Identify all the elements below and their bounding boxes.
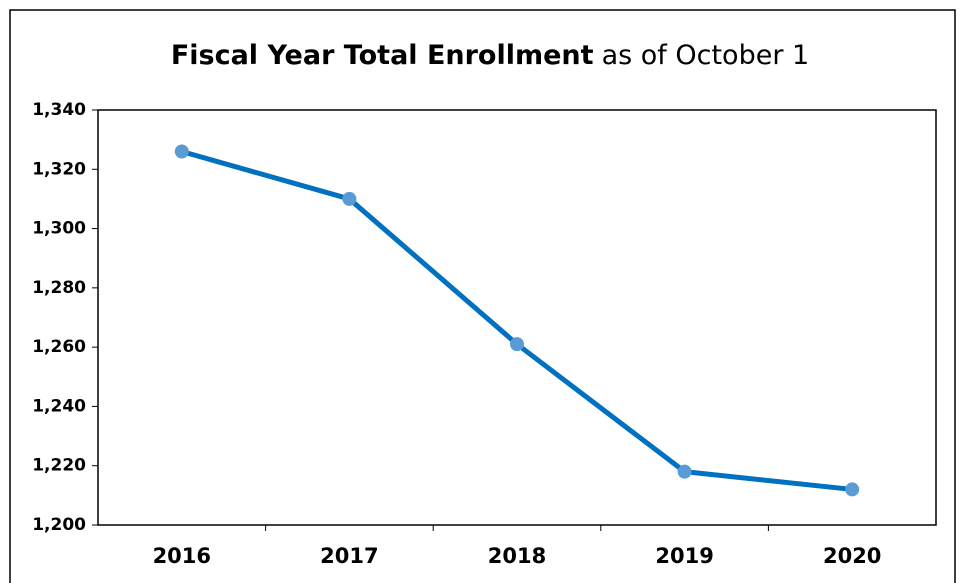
y-tick-label: 1,340 bbox=[32, 100, 86, 120]
x-tick-label: 2018 bbox=[488, 544, 546, 568]
marker bbox=[174, 144, 189, 159]
x-tick-label: 2017 bbox=[320, 544, 378, 568]
y-tick-label: 1,260 bbox=[32, 337, 86, 357]
line bbox=[181, 149, 853, 492]
y-tick-label: 1,200 bbox=[32, 515, 86, 535]
marker bbox=[845, 482, 860, 497]
chart-title: Fiscal Year Total Enrollment bbox=[171, 40, 594, 71]
marker bbox=[677, 464, 692, 479]
y-tick-label: 1,320 bbox=[32, 159, 86, 179]
x-tick-label: 2019 bbox=[655, 544, 713, 568]
y-tick-label: 1,240 bbox=[32, 396, 86, 416]
chart-frame bbox=[9, 9, 956, 583]
y-tick-label: 1,220 bbox=[32, 456, 86, 476]
chart-subtitle: as of October 1 bbox=[602, 40, 810, 71]
plot-area bbox=[97, 109, 937, 526]
x-tick-label: 2016 bbox=[153, 544, 211, 568]
chart-title-group: Fiscal Year Total Enrollment as of Octobe… bbox=[171, 40, 809, 71]
marker bbox=[510, 337, 524, 352]
x-tick-label: 2020 bbox=[823, 544, 881, 568]
y-tick-label: 1,300 bbox=[32, 219, 86, 239]
marker bbox=[342, 191, 357, 206]
y-tick-label: 1,280 bbox=[32, 278, 86, 298]
